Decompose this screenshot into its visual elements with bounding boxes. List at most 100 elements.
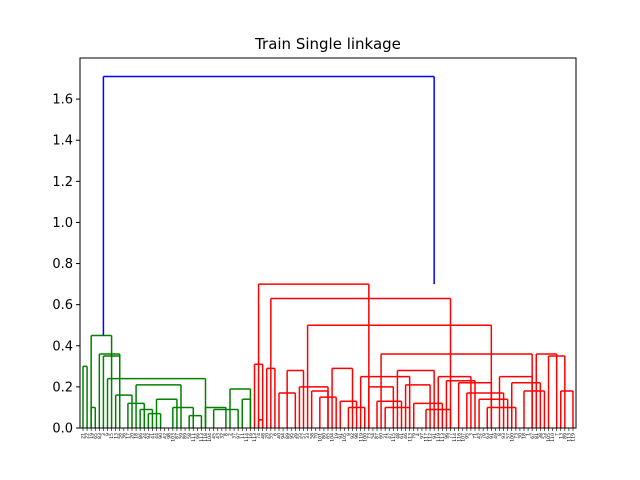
leaf-label: 57	[505, 433, 511, 439]
leaf-label: 40	[277, 433, 283, 439]
leaf-label: 15	[109, 433, 115, 439]
leaf-label: 8	[497, 433, 503, 436]
leaf-label: 92	[146, 433, 152, 439]
y-tick-label: 1.4	[52, 134, 73, 149]
leaf-label: 3	[469, 433, 475, 436]
leaf-label: 58	[309, 433, 315, 439]
leaf-label: 113	[407, 433, 413, 442]
leaf-label: 89	[562, 433, 568, 439]
leaf-label: 119	[571, 433, 577, 442]
plot-frame	[79, 57, 577, 429]
leaf-label: 89	[183, 433, 189, 439]
leaf-label: 110	[550, 433, 556, 442]
leaf-label: 118	[203, 433, 209, 442]
leaf-label: 54	[371, 433, 377, 439]
leaf-label: 80	[322, 433, 328, 439]
leaf-label: 113	[199, 433, 205, 442]
leaf-label: 77	[448, 433, 454, 439]
leaf-label: 8	[224, 433, 230, 436]
dendrogram-links	[82, 75, 574, 428]
y-tick-label: 1.6	[52, 93, 73, 108]
leaf-label: 100	[362, 433, 368, 442]
leaf-label: 20	[130, 433, 136, 439]
leaf-label: 33	[305, 433, 311, 439]
leaf-label: 95	[464, 433, 470, 439]
leaf-label: 19	[334, 433, 340, 439]
leaf-label: 98	[354, 433, 360, 439]
leaf-label: 104	[330, 433, 336, 442]
leaf-label: 43	[215, 433, 221, 439]
leaf-label: 63	[485, 433, 491, 439]
leaf-label: 113	[440, 433, 446, 442]
leaf-label: 37	[232, 433, 238, 439]
leaf-label: 45	[211, 433, 217, 439]
leaf-label: 101	[317, 433, 323, 442]
leaf-label: 1	[526, 433, 532, 436]
leaf-label: 104	[207, 433, 213, 442]
leaf-label: 70	[313, 433, 319, 439]
leaf-label: 38	[538, 433, 544, 439]
leaf-label: 83	[97, 433, 103, 439]
leaf-label: 31	[383, 433, 389, 439]
leaf-label: 11	[240, 433, 246, 439]
leaf-label: 105	[546, 433, 552, 442]
leaf-label: 113	[252, 433, 258, 442]
leaf-label: 111	[191, 433, 197, 442]
leaf-label: 2	[228, 433, 234, 436]
leaf-label: 87	[175, 433, 181, 439]
leaf-label: 67	[530, 433, 536, 439]
leaf-label: 81	[534, 433, 540, 439]
leaf-label: 16	[248, 433, 254, 439]
leaf-label: 91	[489, 433, 495, 439]
y-tick-label: 0.2	[52, 380, 73, 395]
leaf-label: 7	[554, 433, 560, 436]
y-tick-label: 1.2	[52, 175, 73, 190]
leaf-label: 44	[154, 433, 160, 439]
leaf-label: 59	[179, 433, 185, 439]
y-tick-label: 0.4	[52, 339, 73, 354]
leaf-label: 9	[346, 433, 352, 436]
leaf-label: 93	[501, 433, 507, 439]
leaf-label: 21	[81, 433, 87, 439]
leaf-label: 58	[187, 433, 193, 439]
leaf-label: 55	[268, 433, 274, 439]
leaf-label: 89	[285, 433, 291, 439]
leaf-label: 103	[170, 433, 176, 442]
leaf-label: 22	[85, 433, 91, 439]
leaf-label: 30	[518, 433, 524, 439]
leaf-label: 90	[158, 433, 164, 439]
leaf-label: 71	[473, 433, 479, 439]
leaf-label: 74	[256, 433, 262, 439]
leaf-label: 113	[567, 433, 573, 442]
leaf-label: 112	[428, 433, 434, 442]
y-axis: 0.0 0.2 0.4 0.6 0.8 1.0 1.2 1.4 1.6	[52, 93, 80, 437]
leaf-label: 18	[134, 433, 140, 439]
leaf-label: 65	[326, 433, 332, 439]
leaf-label: 107	[460, 433, 466, 442]
leaf-label: 61	[399, 433, 405, 439]
leaf-label: 60	[379, 433, 385, 439]
leaf-label: 49	[493, 433, 499, 439]
leaf-label: 26	[293, 433, 299, 439]
y-tick-label: 0.0	[52, 422, 73, 437]
leaf-label: 48	[395, 433, 401, 439]
leaf-label: 46	[403, 433, 409, 439]
leaf-label: 97	[236, 433, 242, 439]
leaf-label: 91	[432, 433, 438, 439]
y-tick-label: 0.6	[52, 298, 73, 313]
x-axis-leaf-labels: 21 22 19 65 83 3 9 15 13 56 36 17 20 18 86 24 92 41 44 90 42…	[81, 428, 577, 442]
leaf-label: 47	[387, 433, 393, 439]
leaf-label: 4	[415, 433, 421, 436]
leaf-label: 86	[138, 433, 144, 439]
leaf-label: 98	[166, 433, 172, 439]
leaf-label: 19	[89, 433, 95, 439]
leaf-label: 73	[366, 433, 372, 439]
leaf-label: 9	[105, 433, 111, 436]
leaf-label: 117	[424, 433, 430, 442]
chart-title: Train Single linkage	[254, 35, 401, 53]
leaf-label: 42	[477, 433, 483, 439]
y-tick-label: 0.8	[52, 257, 73, 272]
leaf-label: 36	[121, 433, 127, 439]
leaf-label: 116	[456, 433, 462, 442]
